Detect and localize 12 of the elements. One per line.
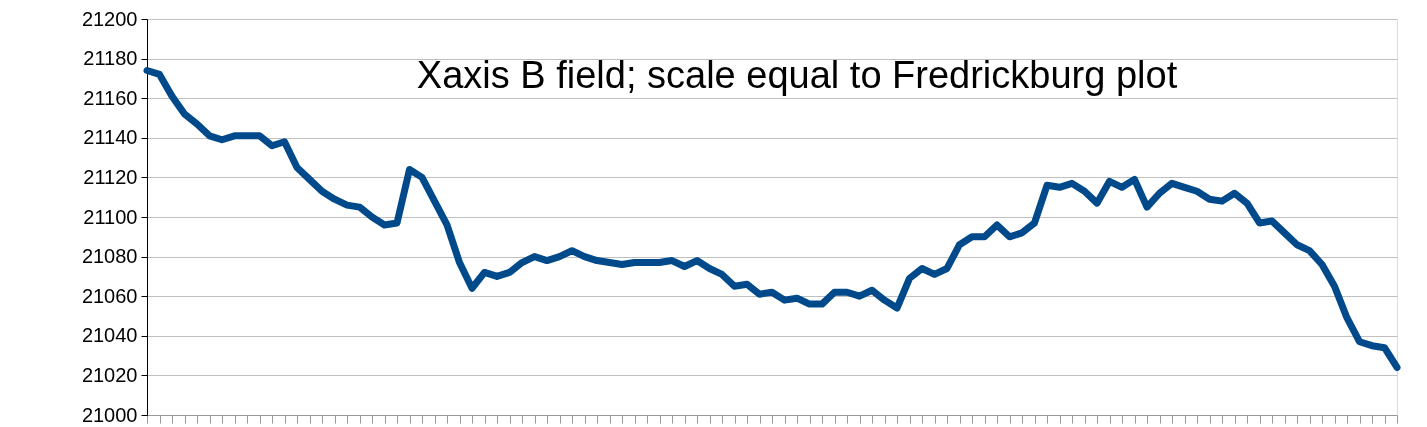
y-tick-label: 21040 [81, 324, 138, 347]
y-tick-label: 21100 [83, 205, 138, 228]
y-tick-label: 21200 [81, 7, 138, 30]
y-tick-label: 21000 [81, 403, 138, 426]
text: Xaxis B field; scale equal to Fredrickburg plot [416, 54, 1178, 96]
y-tick-label: 21120 [83, 165, 138, 188]
y-tick-label: 21160 [83, 86, 138, 109]
y-tick-label: 21060 [81, 284, 138, 307]
y-tick-label: 21080 [81, 245, 138, 268]
y-tick-label: 21180 [83, 47, 138, 70]
y-tick-label: 21140 [83, 126, 138, 149]
y-tick-label: 21020 [81, 363, 138, 386]
